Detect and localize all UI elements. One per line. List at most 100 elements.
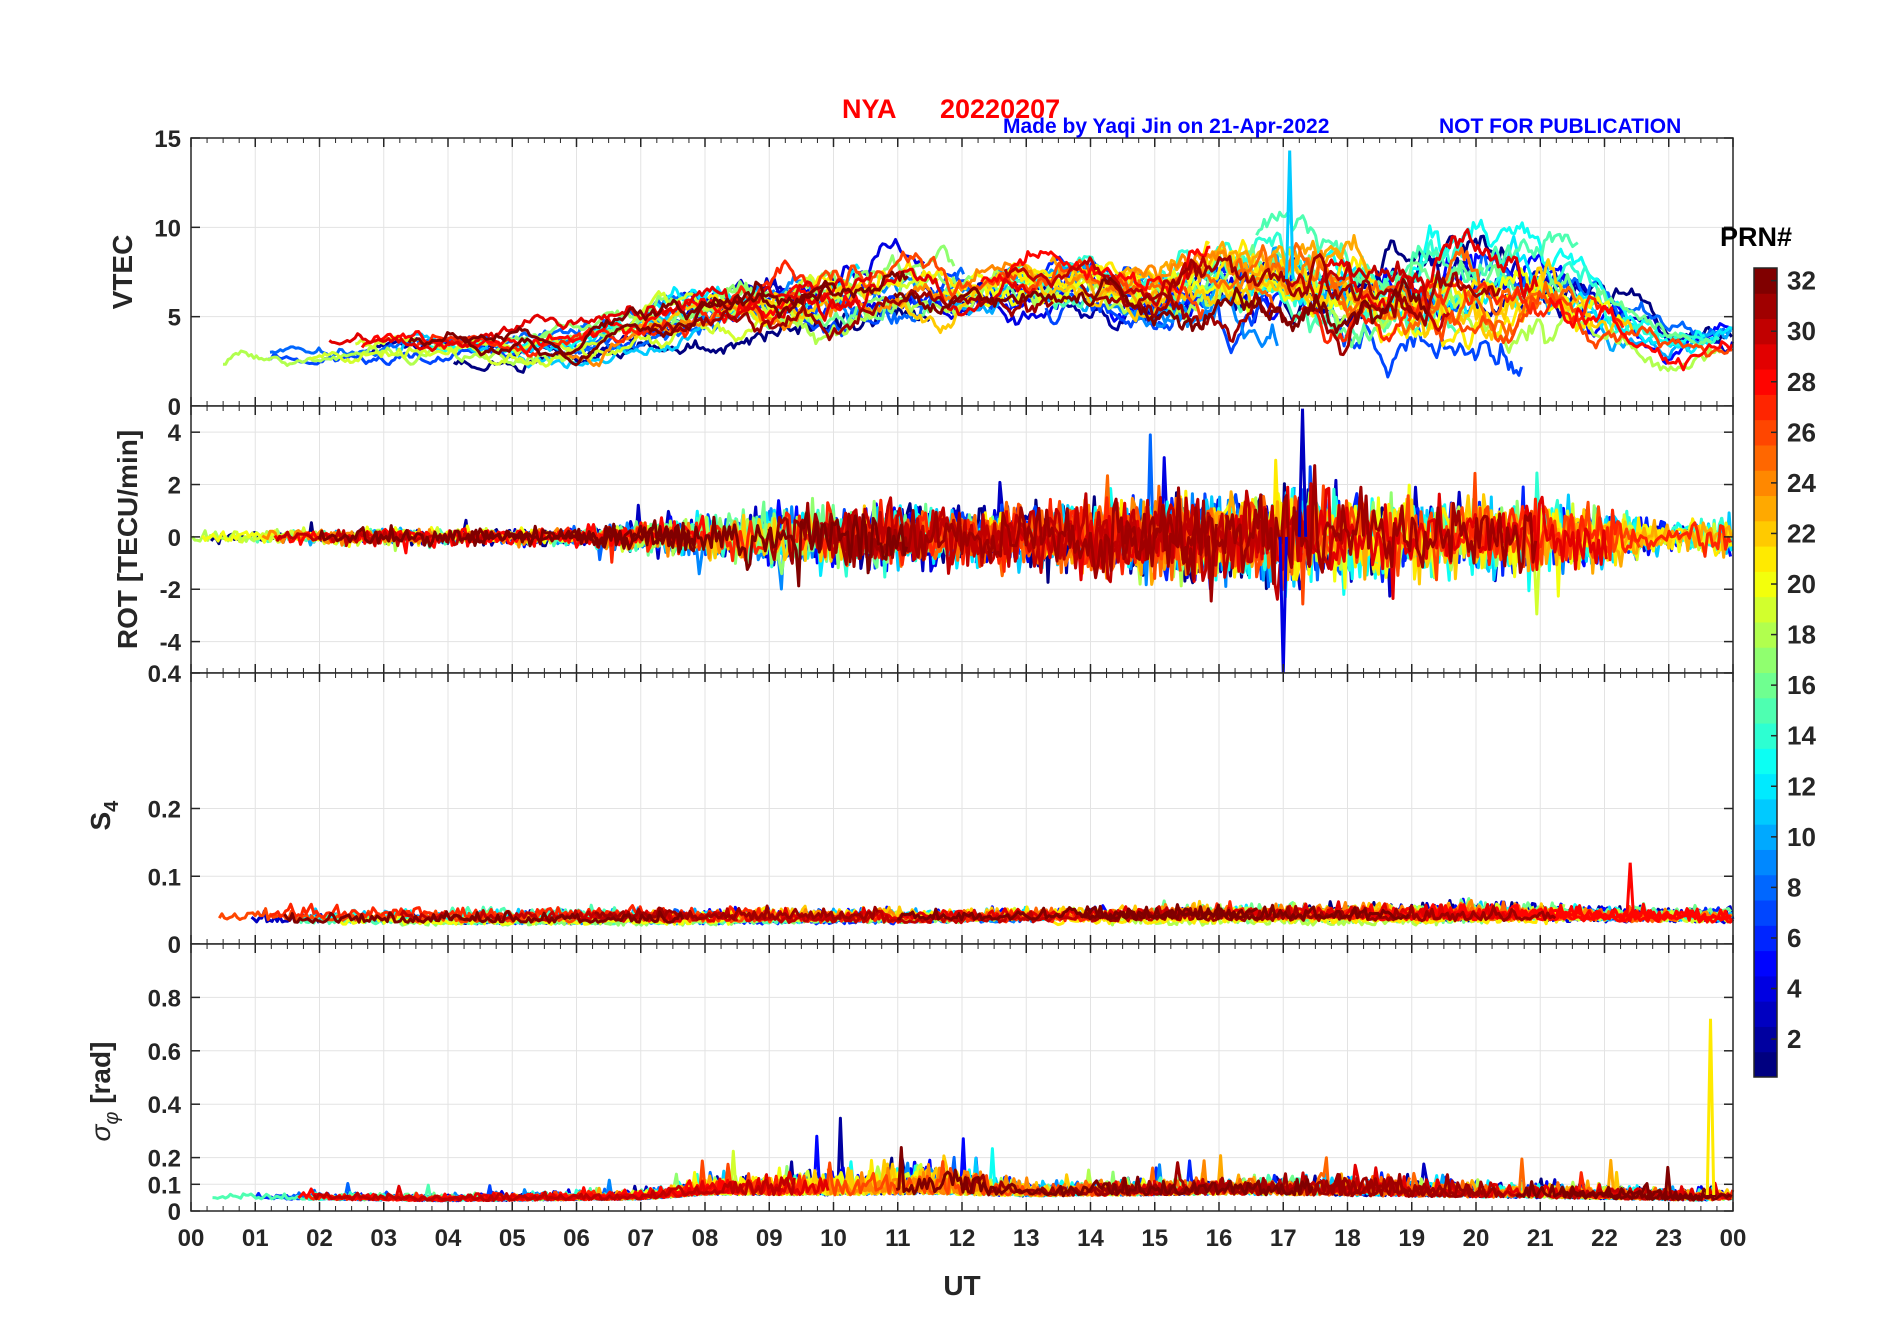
colorbar-tick-label: 28 [1787,367,1816,397]
x-tick-label: 15 [1141,1225,1168,1252]
colorbar-segment [1754,268,1777,294]
trace-prn-29 [1317,228,1539,312]
colorbar-tick-label: 12 [1787,771,1816,801]
colorbar-segment [1754,900,1777,926]
x-tick-label: 00 [1720,1225,1747,1252]
x-tick-label: 04 [435,1225,462,1252]
trace-prn-32 [893,276,1428,334]
x-tick-label: 21 [1527,1225,1554,1252]
colorbar-frame [1753,267,1778,1078]
x-tick-label: 23 [1655,1225,1682,1252]
y-tick-label: 15 [154,126,181,153]
trace-prn-32 [1083,903,1410,922]
colorbar-segment [1754,647,1777,673]
colorbar-tick-label: 24 [1787,468,1816,498]
y-tick-label: 0.4 [148,661,182,688]
colorbar-segment [1754,798,1777,825]
x-tick-label: 14 [1077,1225,1104,1252]
trace-prn-31 [767,497,1218,603]
date-title: 20220207 [940,94,1061,124]
colorbar-segment [1754,571,1777,598]
y-tick-label: 0 [168,525,181,552]
x-tick-label: 16 [1206,1225,1233,1252]
y-tick-label: 10 [154,215,181,242]
colorbar-tick-label: 26 [1787,417,1816,447]
colorbar-segment [1754,1001,1777,1027]
colorbar-segment [1754,293,1777,320]
colorbar-segment [1754,495,1777,522]
colorbar-segment [1754,1026,1777,1053]
x-axis-label: UT [943,1270,980,1301]
trace-prn-31 [963,1172,1486,1198]
colorbar-segment [1754,1051,1777,1078]
colorbar-segment [1754,672,1777,699]
x-tick-label: 00 [178,1225,205,1252]
trace-prn-31 [1123,464,1538,585]
y-axis-label: VTEC [107,235,138,310]
colorbar-segment [1754,773,1777,800]
x-tick-label: 03 [370,1225,397,1252]
colorbar-tick-label: 32 [1787,266,1816,296]
y-tick-label: 0.1 [148,864,181,891]
y-tick-label: 2 [168,473,181,500]
x-tick-label: 02 [306,1225,333,1252]
x-tick-label: 13 [1013,1225,1040,1252]
y-tick-label: 4 [168,420,182,447]
colorbar-tick-label: 16 [1787,670,1816,700]
trace-peak [1284,150,1295,280]
colorbar-title: PRN# [1720,222,1793,252]
trace-prn-26 [787,250,1018,300]
colorbar-segment [1754,419,1777,446]
y-tick-label: 0.8 [148,985,181,1012]
trace-prn-32 [1515,1165,1717,1202]
trace-prn-28 [1548,296,1734,372]
trace-prn-15 [1255,210,1579,298]
colorbar-segment [1754,318,1777,345]
credit-note: Made by Yaqi Jin on 21-Apr-2022 [1003,115,1330,138]
trace-prn-30 [1003,255,1210,307]
colorbar-tick-label: 6 [1787,923,1801,953]
trace-prn-32 [459,279,837,356]
colorbar-segment [1754,849,1777,876]
colorbar-tick-label: 18 [1787,620,1816,650]
trace-peak [1297,408,1308,537]
trace-prn-11 [517,325,702,370]
colorbar-tick-label: 30 [1787,316,1816,346]
y-tick-label: 0.6 [148,1039,181,1066]
y-tick-label: 0.1 [148,1172,181,1199]
station-title: NYA [842,94,897,124]
y-tick-label: -2 [160,577,181,604]
colorbar-tick-label: 8 [1787,872,1801,902]
x-tick-label: 19 [1398,1225,1425,1252]
trace-prn-32 [465,511,909,588]
y-tick-label: 0 [168,394,181,421]
x-tick-label: 11 [885,1225,910,1252]
colorbar-tick-label: 20 [1787,569,1816,599]
colorbar-segment [1754,520,1777,547]
trace-prn-31 [1102,253,1502,327]
colorbar-tick-label: 2 [1787,1024,1801,1054]
y-tick-label: 0.4 [148,1092,182,1119]
colorbar-tick-label: 10 [1787,822,1816,852]
x-tick-label: 17 [1270,1225,1297,1252]
colorbar-segment [1754,470,1777,497]
x-tick-label: 07 [627,1225,654,1252]
trace-prn-31 [648,289,1054,342]
colorbar-tick-label: 14 [1787,721,1816,751]
trace-prn-18 [222,343,574,367]
y-tick-label: 5 [168,305,181,332]
trace-prn-32 [895,1146,1314,1198]
colorbar-segment [1754,975,1777,1002]
y-axis-label: σφ [rad] [85,1042,123,1142]
trace-prn-30 [1283,260,1451,332]
x-tick-label: 20 [1463,1225,1490,1252]
x-tick-label: 05 [499,1225,526,1252]
y-tick-label: 0 [168,1199,181,1226]
colorbar-segment [1754,723,1777,749]
trace-prn-30 [312,1176,796,1202]
colorbar-segment [1754,596,1777,623]
colorbar-segment [1754,369,1777,395]
y-axis-label: ROT [TECU/min] [112,430,143,649]
colorbar-tick-label: 22 [1787,518,1816,548]
